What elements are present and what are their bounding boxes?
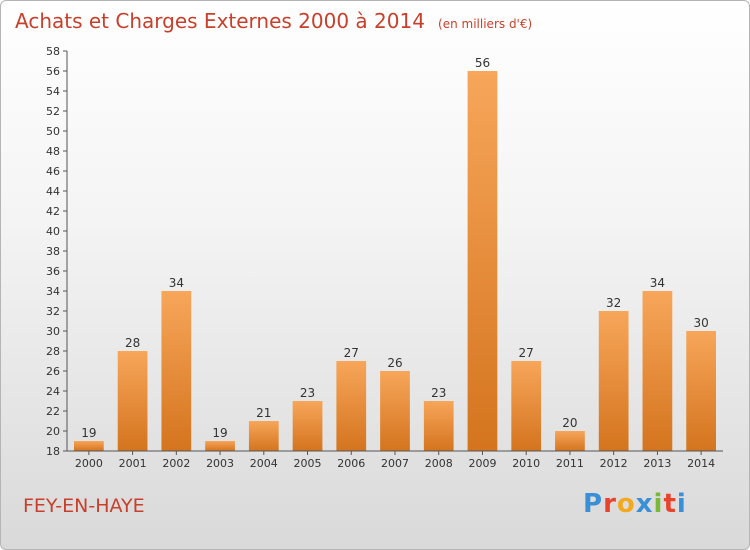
logo-letter: i (653, 489, 664, 519)
y-tick-label: 24 (46, 385, 60, 398)
logo-letter: x (635, 489, 654, 519)
bar (292, 401, 323, 451)
bar-value-label: 28 (125, 336, 140, 350)
y-tick-label: 46 (46, 165, 60, 178)
bars: 19 28 34 19 21 23 27 26 23 56 27 20 32 34 30 (73, 56, 717, 451)
y-tick-label: 50 (46, 125, 60, 138)
bar (205, 441, 235, 451)
y-tick-label: 52 (46, 105, 60, 118)
x-tick-label: 2007 (381, 457, 409, 470)
bar-value-label: 19 (81, 426, 96, 440)
y-tick-label: 58 (46, 45, 60, 58)
x-tick-label: 2003 (206, 457, 234, 470)
logo-letter: P (583, 489, 604, 519)
x-tick-label: 2014 (687, 457, 715, 470)
x-tick-label: 2011 (556, 457, 584, 470)
y-tick-label: 30 (46, 325, 60, 338)
title-unit: (en milliers d'€) (438, 17, 533, 31)
bar-value-label: 32 (606, 296, 621, 310)
logo-letter: o (616, 489, 636, 519)
y-tick-label: 28 (46, 345, 60, 358)
x-tick-label: 2002 (162, 457, 190, 470)
y-tick-label: 32 (46, 305, 60, 318)
logo-letter: t (663, 489, 677, 519)
x-axis: 2000 2001 2002 2003 2004 2005 2006 2007 2008 2009… (67, 450, 723, 470)
y-tick-label: 34 (46, 285, 60, 298)
chart-title: Achats et Charges Externes 2000 à 2014 (… (15, 9, 532, 33)
bar (511, 361, 542, 451)
bar-value-label: 30 (693, 316, 708, 330)
bar-value-label: 34 (650, 276, 665, 290)
bar (598, 311, 629, 451)
bar (73, 441, 104, 451)
logo-letter: r (603, 489, 617, 519)
bar (161, 291, 192, 451)
y-tick-label: 40 (46, 225, 60, 238)
x-tick-label: 2012 (600, 457, 628, 470)
y-tick-label: 56 (46, 65, 60, 78)
y-tick-label: 26 (46, 365, 60, 378)
y-tick-label: 54 (46, 85, 60, 98)
bar-value-label: 21 (256, 406, 271, 420)
proxiti-logo: Proxiti (583, 489, 687, 519)
bar (117, 351, 148, 451)
bar-value-label: 23 (300, 386, 315, 400)
y-tick-label: 20 (46, 425, 60, 438)
bar (248, 421, 279, 451)
bar-value-label: 23 (431, 386, 446, 400)
x-tick-label: 2004 (250, 457, 278, 470)
bar-value-label: 34 (169, 276, 184, 290)
x-tick-label: 2000 (75, 457, 103, 470)
x-tick-label: 2001 (119, 457, 147, 470)
bar-value-label: 26 (387, 356, 402, 370)
y-axis: 18 20 22 24 26 28 30 32 34 36 38 40 42 44 46 48 50 52 54 56… (46, 45, 68, 458)
x-tick-label: 2005 (294, 457, 322, 470)
y-tick-label: 44 (46, 185, 60, 198)
x-tick-label: 2013 (643, 457, 671, 470)
y-tick-label: 18 (46, 445, 60, 458)
x-tick-label: 2009 (468, 457, 496, 470)
bar-value-label: 20 (562, 416, 577, 430)
x-tick-label: 2010 (512, 457, 540, 470)
bar-value-label: 27 (519, 346, 534, 360)
bar-value-label: 56 (475, 56, 490, 70)
bar (380, 371, 410, 451)
bar (686, 331, 717, 451)
bar-value-label: 27 (344, 346, 359, 360)
title-main: Achats et Charges Externes 2000 à 2014 (15, 9, 425, 33)
bar (642, 291, 673, 451)
bar (467, 71, 498, 451)
bar-value-label: 19 (212, 426, 227, 440)
y-tick-label: 38 (46, 245, 60, 258)
bar (336, 361, 367, 451)
y-tick-label: 36 (46, 265, 60, 278)
commune-name: FEY-EN-HAYE (23, 495, 145, 517)
x-tick-label: 2008 (425, 457, 453, 470)
y-tick-label: 42 (46, 205, 60, 218)
logo-letter: i (676, 489, 687, 519)
y-tick-label: 22 (46, 405, 60, 418)
x-tick-label: 2006 (337, 457, 365, 470)
bar (555, 431, 585, 451)
y-tick-label: 48 (46, 145, 60, 158)
bar (423, 401, 454, 451)
